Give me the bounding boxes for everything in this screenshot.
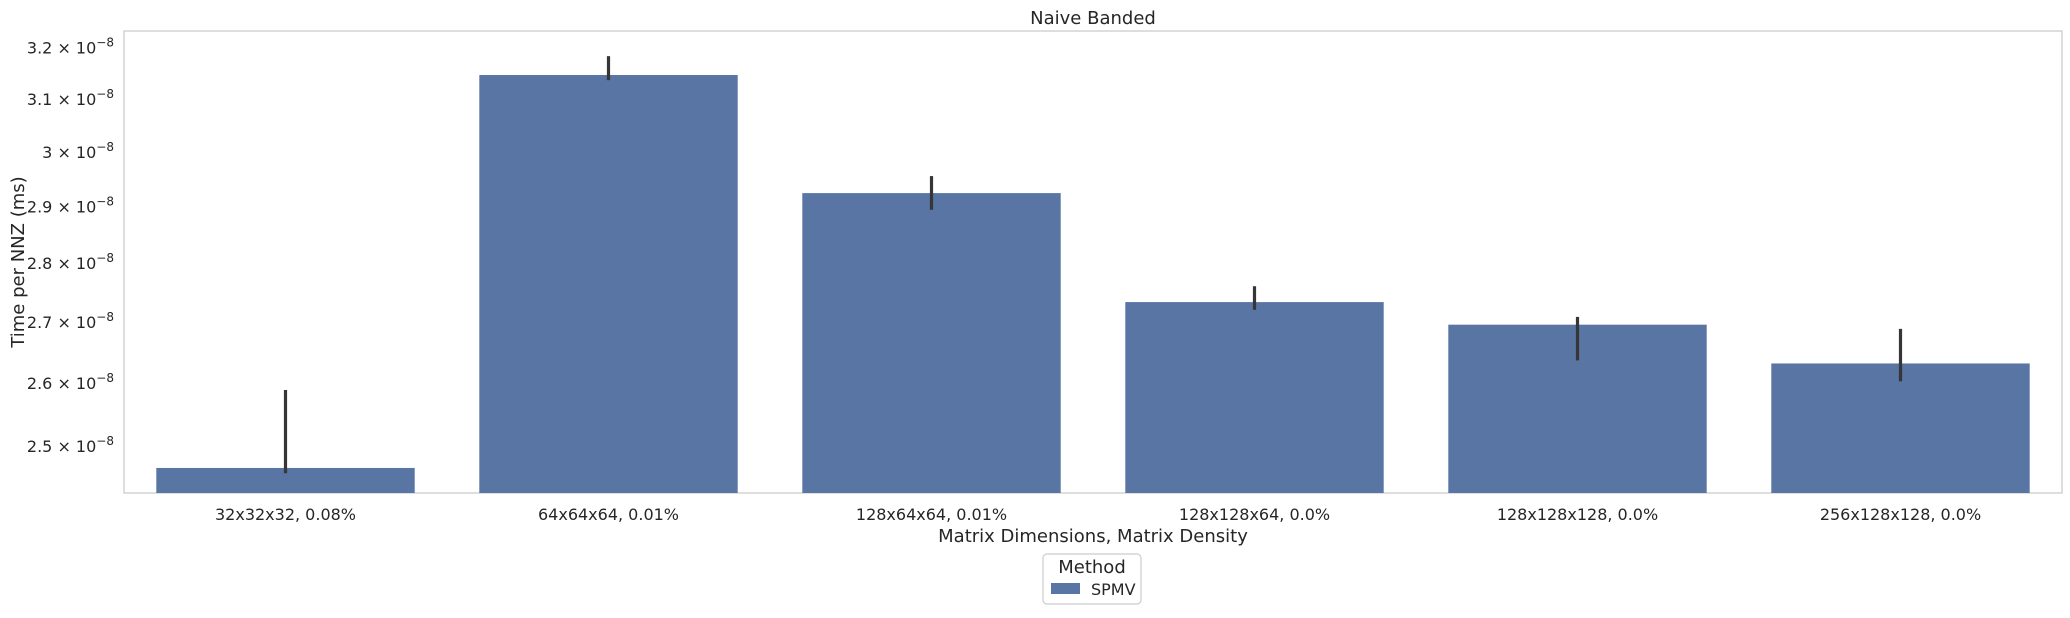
y-tick-label-7: 3.1 × 10−8	[27, 87, 114, 109]
x-tick-label-4: 128x128x64, 0.0%	[1179, 505, 1330, 524]
errorbars-group	[283, 56, 1903, 474]
bar-4	[1125, 302, 1384, 493]
x-axis-label: Matrix Dimensions, Matrix Density	[938, 526, 1248, 547]
y-tick-label-6: 3 × 10−8	[42, 140, 114, 162]
chart-title: Naive Banded	[1030, 8, 1156, 29]
plot-area-frame	[123, 30, 2063, 494]
y-tick-label-2: 2.6 × 10−8	[27, 371, 114, 393]
x-tick-label-5: 128x128x128, 0.0%	[1497, 505, 1658, 524]
x-tick-label-6: 256x128x128, 0.0%	[1820, 505, 1981, 524]
y-tick-labels: 2.5 × 10−8 2.6 × 10−8 2.7 × 10−8 2.8 × 10−8…	[27, 36, 114, 457]
y-tick-label-1: 2.5 × 10−8	[27, 434, 114, 456]
y-tick-label-5: 2.9 × 10−8	[27, 195, 114, 217]
y-tick-label-4: 2.8 × 10−8	[27, 251, 114, 273]
x-tick-label-3: 128x64x64, 0.01%	[856, 505, 1007, 524]
y-axis-label: Time per NNZ (ms)	[8, 176, 29, 348]
y-tick-label-3: 2.7 × 10−8	[27, 310, 114, 332]
bar-6	[1771, 363, 2030, 493]
bars-group	[156, 75, 2030, 494]
bar-2	[479, 75, 738, 493]
x-tick-labels: 32x32x32, 0.08% 64x64x64, 0.01% 128x64x64,…	[215, 505, 1981, 524]
y-tick-label-8: 3.2 × 10−8	[27, 36, 114, 58]
x-tick-label-2: 64x64x64, 0.01%	[538, 505, 679, 524]
bar-3	[802, 193, 1061, 494]
legend-swatch-spmv	[1051, 583, 1080, 594]
legend-label-spmv: SPMV	[1091, 580, 1136, 599]
legend-title: Method	[1058, 557, 1126, 578]
legend: Method SPMV	[1042, 553, 1142, 605]
x-tick-label-1: 32x32x32, 0.08%	[215, 505, 356, 524]
